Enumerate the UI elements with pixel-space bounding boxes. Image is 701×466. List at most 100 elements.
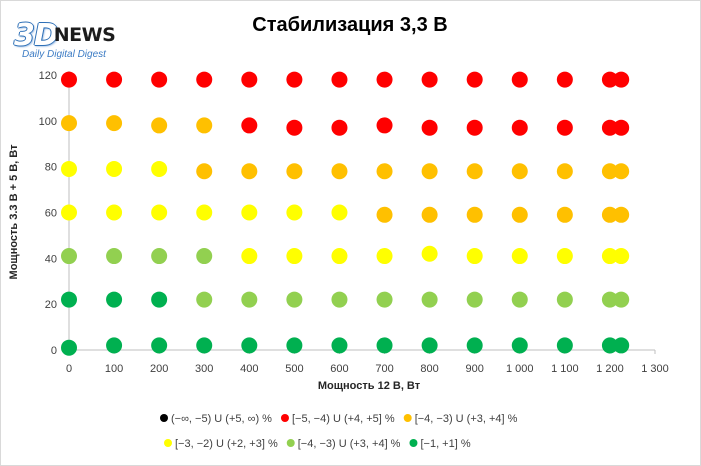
data-point bbox=[241, 117, 258, 134]
data-point bbox=[601, 337, 618, 354]
series-group bbox=[61, 248, 630, 308]
data-point bbox=[61, 71, 77, 88]
data-point bbox=[196, 291, 213, 308]
data-point bbox=[61, 204, 77, 221]
data-point bbox=[511, 291, 528, 308]
data-point bbox=[556, 71, 573, 88]
data-point bbox=[613, 291, 630, 308]
data-point bbox=[376, 163, 393, 180]
data-point bbox=[331, 163, 348, 180]
data-point bbox=[61, 160, 77, 177]
legend-marker bbox=[286, 439, 295, 447]
x-tick-label: 600 bbox=[330, 363, 348, 375]
x-axis-title: Мощность 12 В, Вт bbox=[318, 380, 421, 392]
data-point bbox=[106, 204, 123, 221]
site-logo: 3DNEWS Daily Digital Digest bbox=[14, 18, 154, 66]
x-tick-label: 1 000 bbox=[506, 363, 534, 375]
data-point bbox=[466, 291, 483, 308]
x-tick-label: 100 bbox=[105, 363, 123, 375]
data-point bbox=[601, 71, 618, 88]
x-tick-label: 1 100 bbox=[551, 363, 579, 375]
x-tick-label: 300 bbox=[195, 363, 213, 375]
data-point bbox=[106, 248, 123, 265]
data-point bbox=[613, 163, 630, 180]
data-point bbox=[151, 337, 168, 354]
data-point bbox=[106, 71, 123, 88]
data-point bbox=[331, 204, 348, 221]
chart-legend: (−∞, −5) U (+5, ∞) % [−5, −4) U (+4, +5] … bbox=[160, 413, 518, 450]
data-point bbox=[106, 291, 123, 308]
data-point bbox=[286, 119, 303, 136]
legend-label: (−∞, −5) U (+5, ∞) % bbox=[171, 413, 272, 425]
data-point bbox=[106, 337, 123, 354]
data-point bbox=[196, 204, 213, 221]
legend-marker bbox=[409, 439, 418, 447]
data-point bbox=[151, 71, 168, 88]
x-tick-label: 500 bbox=[285, 363, 303, 375]
series-group bbox=[61, 115, 630, 223]
data-point bbox=[376, 206, 393, 223]
y-tick-label: 100 bbox=[39, 116, 57, 128]
data-point bbox=[241, 71, 258, 88]
series-group bbox=[61, 71, 630, 136]
data-point bbox=[466, 248, 483, 265]
data-point bbox=[556, 248, 573, 265]
logo-news-text: NEWS bbox=[53, 24, 116, 46]
x-tick-label: 0 bbox=[66, 363, 72, 375]
y-tick-label: 20 bbox=[45, 299, 57, 311]
data-point bbox=[421, 337, 438, 354]
data-point bbox=[376, 337, 393, 354]
data-point bbox=[151, 291, 168, 308]
data-point bbox=[61, 291, 77, 308]
x-tick-label: 700 bbox=[375, 363, 393, 375]
y-tick-label: 40 bbox=[45, 253, 57, 265]
data-point bbox=[556, 163, 573, 180]
data-point bbox=[466, 206, 483, 223]
data-point bbox=[241, 337, 258, 354]
data-point bbox=[421, 119, 438, 136]
data-point bbox=[241, 248, 258, 265]
data-point bbox=[106, 115, 123, 132]
x-tick-label: 900 bbox=[466, 363, 484, 375]
data-point bbox=[421, 291, 438, 308]
data-point bbox=[601, 248, 618, 265]
data-point bbox=[556, 291, 573, 308]
data-point bbox=[613, 337, 630, 354]
legend-marker bbox=[403, 414, 412, 422]
data-point bbox=[61, 339, 77, 356]
data-point bbox=[106, 160, 123, 177]
data-point bbox=[241, 163, 258, 180]
data-point bbox=[286, 291, 303, 308]
x-tick-label: 200 bbox=[150, 363, 168, 375]
data-point bbox=[511, 163, 528, 180]
data-point bbox=[196, 71, 213, 88]
data-point bbox=[376, 291, 393, 308]
data-point bbox=[511, 248, 528, 265]
data-point bbox=[421, 71, 438, 88]
data-point bbox=[331, 119, 348, 136]
data-point bbox=[613, 119, 630, 136]
data-point bbox=[241, 204, 258, 221]
data-point bbox=[601, 163, 618, 180]
logo-tagline: Daily Digital Digest bbox=[22, 49, 106, 60]
y-tick-label: 120 bbox=[39, 70, 57, 82]
legend-label: [−5, −4) U (+4, +5] % bbox=[292, 413, 395, 425]
data-point bbox=[466, 337, 483, 354]
data-point bbox=[151, 160, 168, 177]
data-point bbox=[61, 248, 77, 265]
series-group bbox=[61, 291, 630, 356]
data-point bbox=[376, 248, 393, 265]
data-point bbox=[556, 206, 573, 223]
data-point bbox=[511, 119, 528, 136]
data-point bbox=[196, 248, 213, 265]
y-tick-label: 0 bbox=[51, 345, 57, 357]
data-point bbox=[331, 248, 348, 265]
x-tick-label: 400 bbox=[240, 363, 258, 375]
legend-label: [−4, −3) U (+3, +4] % bbox=[415, 413, 518, 425]
data-point bbox=[196, 337, 213, 354]
data-point bbox=[286, 71, 303, 88]
data-point bbox=[151, 204, 168, 221]
data-point bbox=[286, 337, 303, 354]
data-point bbox=[613, 71, 630, 88]
